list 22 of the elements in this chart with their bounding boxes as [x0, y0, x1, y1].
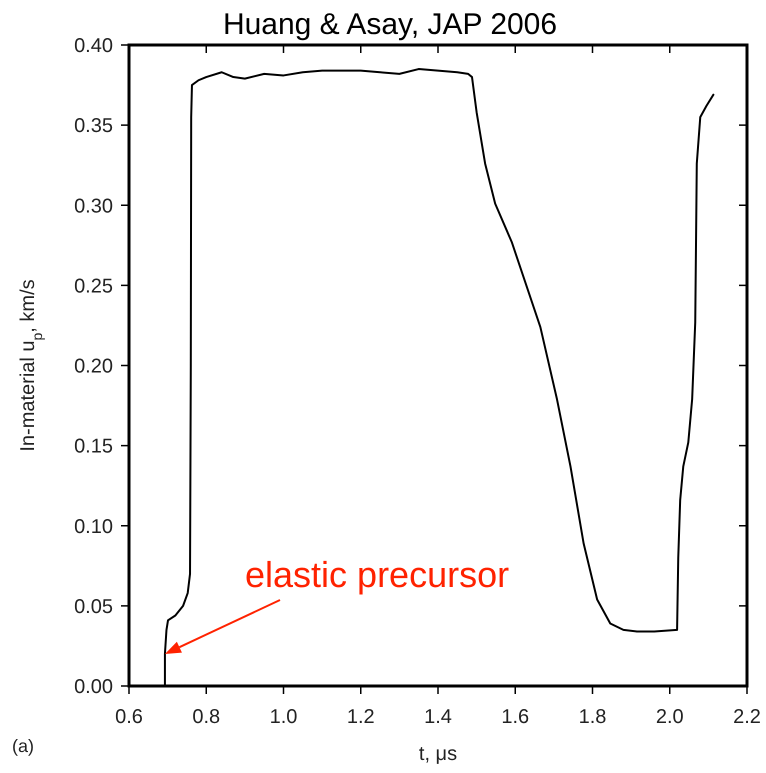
y-tick-label: 0.00	[74, 676, 113, 698]
y-tick-label: 0.15	[74, 436, 113, 458]
text: (a)	[12, 736, 34, 756]
y-tick-label: 0.05	[74, 596, 113, 618]
x-tick-label: 1.8	[578, 706, 606, 728]
y-tick-label: 0.30	[74, 195, 113, 218]
y-tick-label: 0.35	[74, 115, 113, 138]
x-axis-title: t, μs	[418, 743, 458, 765]
y-tick-label: 0.10	[74, 516, 113, 538]
y-tick-label: 0.40	[74, 35, 113, 57]
x-tick-label: 1.0	[270, 706, 298, 728]
x-tick-label: 0.6	[115, 706, 143, 728]
x-tick-label: 2.0	[656, 706, 684, 728]
x-tick-label: 0.8	[192, 706, 220, 728]
y-tick-label: 0.20	[74, 356, 113, 378]
annotation: elastic precursor	[245, 554, 510, 595]
x-tick-label: 1.2	[346, 706, 375, 728]
x-tick-label: 1.4	[424, 706, 452, 728]
y-tick-label: 0.25	[74, 275, 113, 298]
x-tick-label: 2.2	[733, 706, 761, 728]
chart-title: Huang & Asay, JAP 2006	[222, 8, 558, 41]
x-tick-label: 1.6	[501, 706, 530, 728]
